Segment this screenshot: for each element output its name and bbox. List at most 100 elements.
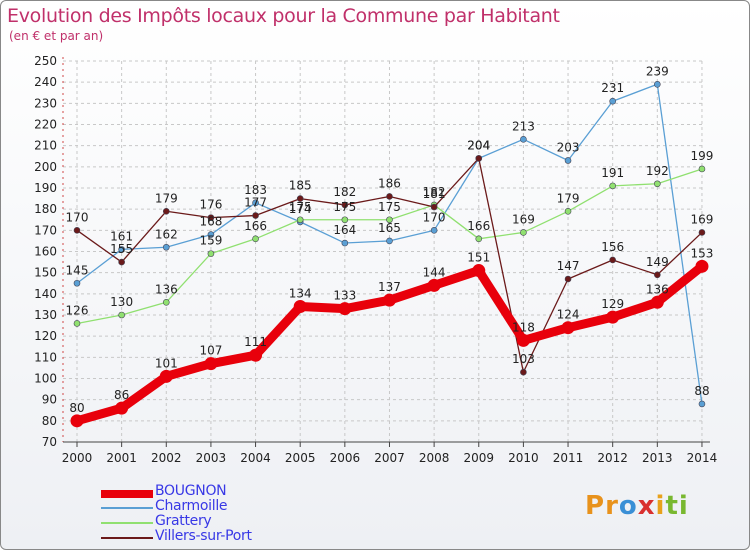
data-label-Villers-sur-Port: 103 (512, 352, 535, 366)
data-label-Charmoille: 161 (110, 229, 133, 243)
data-point-Grattery (207, 250, 215, 257)
logo-letter: t (665, 491, 679, 521)
proxiti-logo: Proxiti (585, 491, 689, 521)
data-label-Charmoille: 231 (601, 81, 624, 95)
data-point-Grattery (341, 216, 349, 224)
x-tick-label: 2013 (642, 451, 673, 465)
data-label-BOUGNON: 107 (199, 344, 222, 358)
chart-title: Evolution des Impôts locaux pour la Comm… (7, 5, 560, 27)
data-point-Charmoille (341, 239, 349, 247)
data-label-Charmoille: 213 (512, 119, 535, 133)
data-point-Villers-sur-Port (118, 258, 125, 266)
y-tick-label: 140 (34, 287, 57, 301)
x-tick-label: 2008 (419, 451, 450, 465)
data-point-Villers-sur-Port (475, 155, 483, 162)
y-tick-label: 100 (34, 372, 57, 386)
data-point-Villers-sur-Port (654, 271, 661, 279)
data-point-Villers-sur-Port (609, 256, 616, 264)
data-point-Grattery (296, 216, 304, 224)
x-tick-label: 2007 (374, 451, 405, 465)
data-label-BOUGNON: 134 (289, 287, 312, 301)
data-label-Charmoille: 164 (333, 223, 356, 237)
data-label-Villers-sur-Port: 155 (110, 242, 133, 256)
data-label-Villers-sur-Port: 204 (467, 138, 490, 152)
legend-swatch-bougnon (101, 490, 153, 498)
x-tick-label: 2001 (106, 451, 137, 465)
data-point-BOUGNON (695, 259, 709, 273)
y-tick-label: 190 (34, 181, 57, 195)
data-point-Villers-sur-Port (341, 201, 349, 209)
legend-swatch-charmoille (101, 507, 153, 509)
data-label-Villers-sur-Port: 182 (333, 185, 356, 199)
logo-letter: o (618, 491, 638, 521)
data-label-Grattery: 159 (199, 234, 222, 248)
data-label-Charmoille: 88 (694, 384, 709, 398)
y-tick-label: 110 (34, 350, 57, 364)
data-label-BOUGNON: 151 (467, 251, 490, 265)
data-point-Villers-sur-Port (698, 229, 706, 236)
data-point-Grattery (654, 180, 661, 188)
y-tick-label: 240 (34, 75, 57, 89)
data-point-BOUGNON (338, 302, 352, 316)
x-axis-ticks: 2000 2001 2002 2003 2004 2005 2006 2007 2008 2009… (62, 451, 718, 465)
x-tick-label: 2005 (285, 451, 316, 465)
axes (62, 57, 710, 447)
grid (63, 60, 703, 443)
data-label-Grattery: 175 (378, 200, 401, 214)
data-point-Charmoille (73, 279, 81, 287)
data-point-Charmoille (609, 97, 616, 105)
data-label-BOUGNON: 80 (69, 401, 84, 415)
logo-letter: x (637, 491, 656, 521)
data-point-Grattery (386, 216, 393, 224)
x-tick-label: 2004 (240, 451, 271, 465)
data-label-BOUGNON: 153 (691, 246, 714, 260)
data-label-Villers-sur-Port: 170 (66, 210, 89, 224)
data-point-Grattery (73, 320, 81, 327)
data-point-BOUGNON (293, 300, 307, 314)
y-tick-label: 170 (34, 223, 57, 237)
data-point-BOUGNON (561, 321, 575, 335)
data-point-Villers-sur-Port (162, 207, 170, 215)
data-label-BOUGNON: 133 (333, 289, 356, 303)
data-label-Charmoille: 168 (199, 215, 222, 229)
chart-subtitle: (en € et par an) (9, 29, 104, 43)
data-point-Grattery (698, 165, 706, 173)
y-tick-label: 80 (42, 414, 57, 428)
data-point-Villers-sur-Port (520, 368, 527, 376)
data-point-Grattery (475, 235, 483, 243)
data-label-Grattery: 199 (691, 149, 714, 163)
data-point-Charmoille (118, 246, 125, 253)
data-label-Charmoille: 204 (467, 138, 490, 152)
data-label-Villers-sur-Port: 156 (601, 240, 624, 254)
legend-label-bougnon: BOUGNON (155, 483, 227, 499)
data-point-BOUGNON (115, 401, 129, 415)
series-lines (70, 80, 709, 428)
data-label-Grattery: 126 (66, 303, 89, 317)
data-point-Grattery (564, 207, 572, 215)
data-label-BOUGNON: 86 (114, 388, 129, 402)
data-label-Villers-sur-Port: 179 (155, 191, 178, 205)
data-point-Villers-sur-Port (386, 193, 393, 200)
data-point-BOUGNON (650, 295, 664, 309)
data-point-BOUGNON (427, 278, 441, 292)
x-tick-label: 2010 (508, 451, 539, 465)
data-label-BOUGNON: 137 (378, 280, 401, 294)
data-label-Grattery: 182 (423, 185, 446, 199)
data-label-Grattery: 191 (601, 166, 624, 180)
y-tick-label: 220 (34, 118, 57, 132)
data-point-Charmoille (654, 80, 661, 88)
data-point-Grattery (520, 229, 527, 236)
y-axis-ticks: 70 80 90 100 110 120 130 140 150 160 170 180 190 200 2… (34, 54, 57, 449)
data-label-Grattery: 130 (110, 295, 133, 309)
data-point-Villers-sur-Port (207, 214, 215, 221)
x-tick-label: 2012 (597, 451, 628, 465)
data-label-Grattery: 175 (333, 200, 356, 214)
data-point-BOUGNON (382, 293, 396, 307)
data-point-BOUGNON (249, 348, 263, 362)
x-tick-label: 2002 (151, 451, 182, 465)
y-tick-label: 200 (34, 160, 57, 174)
data-label-Charmoille: 162 (155, 227, 178, 241)
data-label-Charmoille: 203 (557, 140, 580, 154)
data-label-BOUGNON: 101 (155, 356, 178, 370)
